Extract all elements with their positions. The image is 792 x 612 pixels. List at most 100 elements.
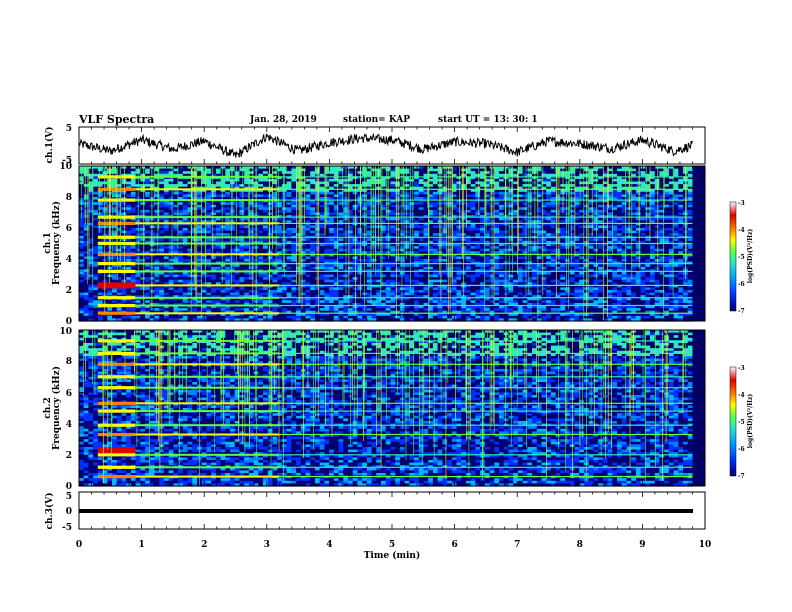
spectrogram-cell xyxy=(272,212,278,216)
spectrogram-cell xyxy=(88,186,94,190)
spectrogram-cell xyxy=(612,256,618,260)
spectrogram-cell xyxy=(390,204,396,208)
spectrogram-cell xyxy=(522,246,528,250)
spectrogram-cell xyxy=(220,264,226,268)
spectrogram-cell xyxy=(376,184,382,188)
spectrogram-cell xyxy=(102,166,108,170)
spectrogram-cell xyxy=(319,166,325,170)
spectrogram-cell xyxy=(560,251,566,255)
spectrogram-cell xyxy=(163,230,170,234)
spectrogram-cell xyxy=(494,186,500,190)
spectrogram-cell xyxy=(211,228,217,232)
spectrogram-cell xyxy=(654,246,660,250)
spectrogram-cell xyxy=(631,207,637,211)
spectrogram-cell xyxy=(668,184,675,188)
spectrogram-cell xyxy=(418,186,425,190)
spectrogram-cell xyxy=(126,233,132,237)
spectrogram-cell xyxy=(456,233,462,237)
spectrogram-cell xyxy=(484,197,491,201)
spectrogram-cell xyxy=(428,230,434,234)
spectrogram-cell xyxy=(555,207,561,211)
spectrogram-cell xyxy=(598,217,604,221)
spectrogram-cell xyxy=(300,207,307,211)
spectrogram-cell xyxy=(456,166,462,170)
spectrogram-cell xyxy=(399,194,406,198)
spectrogram-cell xyxy=(187,253,193,257)
spectrogram-cell xyxy=(197,178,203,183)
spectrogram-cell xyxy=(215,246,222,250)
spectrogram-cell xyxy=(248,222,255,226)
spectrogram-cell xyxy=(650,166,656,170)
spectrogram-cell xyxy=(654,178,660,183)
spectrogram-cell xyxy=(550,256,557,260)
spectrogram-cell xyxy=(286,194,292,198)
spectrogram-cell xyxy=(215,233,222,237)
spectrogram-cell xyxy=(244,233,250,237)
spectrogram-cell xyxy=(494,246,500,250)
spectrogram-cell xyxy=(366,202,373,206)
spectrogram-cell xyxy=(668,256,675,260)
spectrogram-cell xyxy=(215,207,222,211)
spectrogram-cell xyxy=(197,233,203,237)
spectrogram-cell xyxy=(602,166,609,170)
spectrogram-cell xyxy=(300,197,307,201)
spectrogram-cell xyxy=(484,233,491,237)
spectrogram-cell xyxy=(414,251,420,255)
spectrogram-cell xyxy=(215,204,222,208)
spectrogram-cell xyxy=(258,264,264,268)
spectrogram-cell xyxy=(93,217,99,221)
spectrogram-cell xyxy=(291,222,297,226)
spectrogram-cell xyxy=(414,259,420,263)
spectrogram-cell xyxy=(451,230,458,234)
spectrogram-cell xyxy=(673,194,679,198)
spectrogram-cell xyxy=(470,225,476,229)
spectrogram-cell xyxy=(418,230,425,234)
spectrogram-cell xyxy=(267,168,274,172)
spectrogram-cell xyxy=(248,233,255,237)
spectrogram-cell xyxy=(93,215,99,219)
spectrogram-cell xyxy=(451,251,458,255)
spectrogram-cell xyxy=(579,202,585,206)
spectrogram-cell xyxy=(272,191,278,195)
spectrogram-cell xyxy=(154,220,160,224)
spectrogram-cell xyxy=(315,197,321,201)
spectrogram-cell xyxy=(319,246,325,250)
spectrogram-cell xyxy=(612,212,618,216)
spectrogram-cell xyxy=(466,243,472,247)
spectrogram-cell xyxy=(348,246,354,250)
spectrogram-cell xyxy=(475,176,481,180)
spectrogram-cell xyxy=(480,238,486,242)
spectrogram-cell xyxy=(555,225,561,229)
spectrogram-cell xyxy=(550,233,557,237)
spectrogram-cell xyxy=(225,178,231,183)
spectrogram-cell xyxy=(522,238,528,242)
spectrogram-cell xyxy=(593,212,599,216)
spectrogram-cell xyxy=(225,253,231,257)
spectrogram-cell xyxy=(569,202,576,206)
spectrogram-cell xyxy=(239,243,245,247)
spectrogram-cell xyxy=(381,194,387,198)
spectrogram-cell xyxy=(366,186,373,190)
spectrogram-cell xyxy=(159,248,165,252)
spectrogram-cell xyxy=(215,230,222,234)
spectrogram-cell xyxy=(315,251,321,255)
spectrogram-cell xyxy=(494,253,500,257)
spectrogram-cell xyxy=(607,166,613,170)
spectrogram-cell xyxy=(508,186,514,190)
spectrogram-cell xyxy=(390,253,396,257)
spectrogram-cell xyxy=(640,168,646,172)
spectrogram-cell xyxy=(569,222,576,226)
spectrogram-cell xyxy=(305,238,311,242)
spectrogram-cell xyxy=(602,184,609,188)
spectrogram-cell xyxy=(470,191,476,195)
spectrogram-cell xyxy=(338,253,344,257)
spectrogram-cell xyxy=(215,220,222,224)
spectrogram-cell xyxy=(673,176,679,180)
spectrogram-cell xyxy=(116,259,123,263)
spectrogram-cell xyxy=(659,233,665,237)
spectrogram-cell xyxy=(650,199,656,203)
spectrogram-cell xyxy=(187,191,193,195)
spectrogram-cell xyxy=(211,189,217,193)
spectrogram-cell xyxy=(310,199,316,203)
spectrogram-cell xyxy=(239,184,245,188)
